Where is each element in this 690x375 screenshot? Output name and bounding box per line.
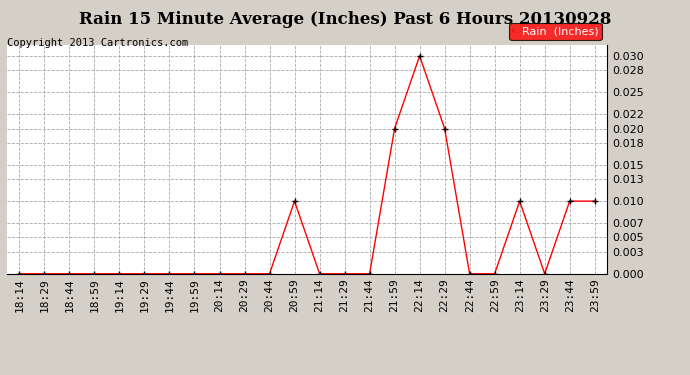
Text: Copyright 2013 Cartronics.com: Copyright 2013 Cartronics.com <box>7 38 188 48</box>
Legend: Rain  (Inches): Rain (Inches) <box>509 23 602 40</box>
Text: Rain 15 Minute Average (Inches) Past 6 Hours 20130928: Rain 15 Minute Average (Inches) Past 6 H… <box>79 11 611 28</box>
